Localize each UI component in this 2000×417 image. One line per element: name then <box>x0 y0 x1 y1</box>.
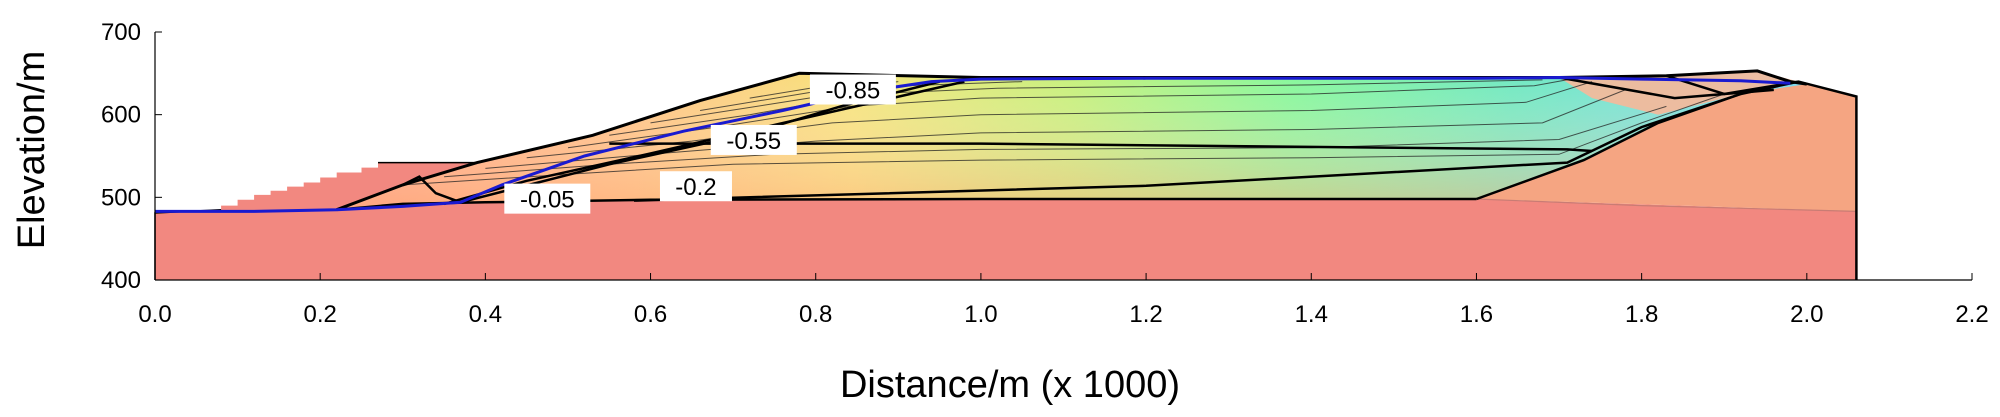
contour-label-text: -0.85 <box>826 78 881 105</box>
x-axis-title: Distance/m (x 1000) <box>840 364 1180 406</box>
contour-label-box <box>710 124 797 155</box>
contour-label-box <box>504 183 591 214</box>
y-tick-label: 600 <box>101 102 141 129</box>
y-tick-label: 500 <box>101 184 141 211</box>
zone-boundary-line <box>443 80 965 206</box>
contour-label: -0.85 <box>809 74 896 105</box>
x-tick-label: 2.0 <box>1790 301 1823 328</box>
contour-label-box <box>809 74 896 105</box>
x-tick-label: 1.4 <box>1295 301 1328 328</box>
x-tick-label: 1.2 <box>1129 301 1162 328</box>
contour-label-text: -0.55 <box>726 128 781 155</box>
axes: 0.0 0.2 0.4 0.6 0.8 1.0 1.2 1.4 1.6 1.8 2.0 2.2 400 5… <box>101 19 1989 328</box>
plot-area: -0.85 -0.55 -0.2 -0.05 <box>154 69 1858 280</box>
x-tick-label: 0.8 <box>799 301 832 328</box>
contour-line <box>402 93 1725 186</box>
x-tick-label: 1.8 <box>1625 301 1658 328</box>
contour-label-text: -0.2 <box>675 174 716 201</box>
foundation-region <box>155 199 1857 280</box>
zone-boundary-line <box>1558 76 1774 100</box>
zone-boundary-line <box>633 92 1742 202</box>
x-tick-label: 0.6 <box>634 301 667 328</box>
y-axis-title: Elevation/m <box>11 51 53 250</box>
contour-line <box>609 79 1543 136</box>
zone-boundary-line <box>402 175 462 204</box>
x-tick-label: 1.0 <box>964 301 997 328</box>
x-tick-label: 2.2 <box>1955 301 1988 328</box>
x-tick-label: 0.2 <box>303 301 336 328</box>
contour-label: -0.55 <box>710 124 797 155</box>
contour-line <box>526 81 1593 159</box>
contour-label: -0.2 <box>659 171 732 202</box>
x-tick-label: 0.4 <box>469 301 502 328</box>
contour-label: -0.05 <box>504 183 591 214</box>
contour-label-box <box>659 171 732 202</box>
y-tick-label: 400 <box>101 267 141 294</box>
zone-boundary-line <box>1666 74 1799 96</box>
contour-label-text: -0.05 <box>520 187 575 214</box>
right-abutment-region <box>1476 81 1857 212</box>
x-tick-label: 0.0 <box>138 301 171 328</box>
y-tick-label: 700 <box>101 19 141 46</box>
x-tick-label: 1.6 <box>1460 301 1493 328</box>
